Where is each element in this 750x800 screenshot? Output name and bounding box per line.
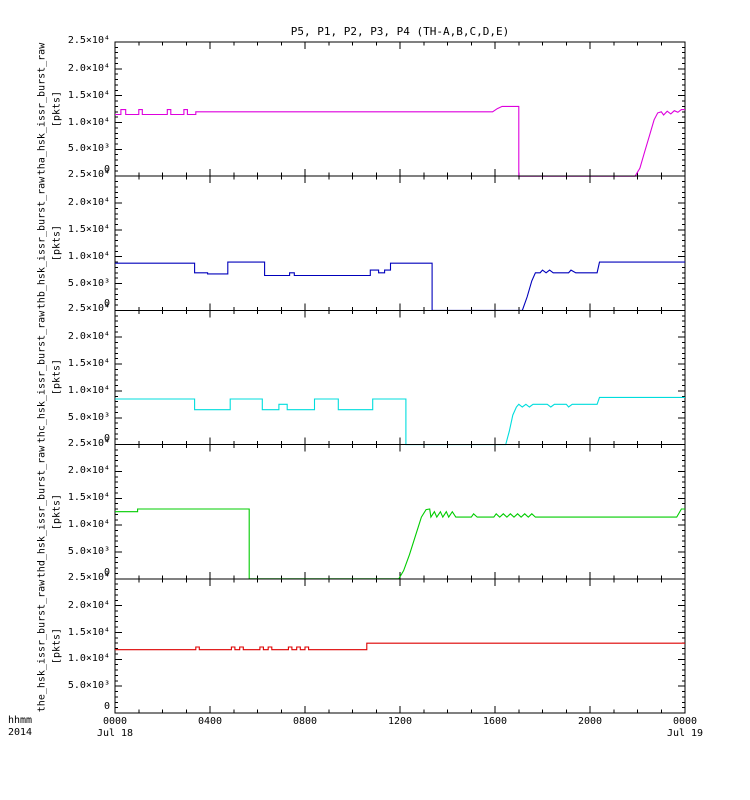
corner-hhmm-label: hhmm <box>8 715 33 726</box>
trace-thb_hsk_issr_burst_raw <box>115 261 685 311</box>
trace-thd_hsk_issr_burst_raw <box>115 508 685 580</box>
trace-tha_hsk_issr_burst_raw <box>115 105 685 177</box>
trace-thc_hsk_issr_burst_raw <box>115 396 685 446</box>
panel-frame-thc_hsk_issr_burst_raw <box>114 309 686 446</box>
time-axis-corner-label: hhmm 2014 <box>8 715 32 739</box>
trace-the_hsk_issr_burst_raw <box>115 642 685 651</box>
panel-frame-thb_hsk_issr_burst_raw <box>114 175 686 311</box>
corner-year-label: 2014 <box>8 727 33 738</box>
plot-title: P5, P1, P2, P3, P4 (TH-A,B,C,D,E) <box>290 25 510 38</box>
panel-frame-the_hsk_issr_burst_raw <box>114 578 686 714</box>
panel-frame-tha_hsk_issr_burst_raw <box>114 41 686 177</box>
panel-frame-thd_hsk_issr_burst_raw <box>114 444 686 580</box>
